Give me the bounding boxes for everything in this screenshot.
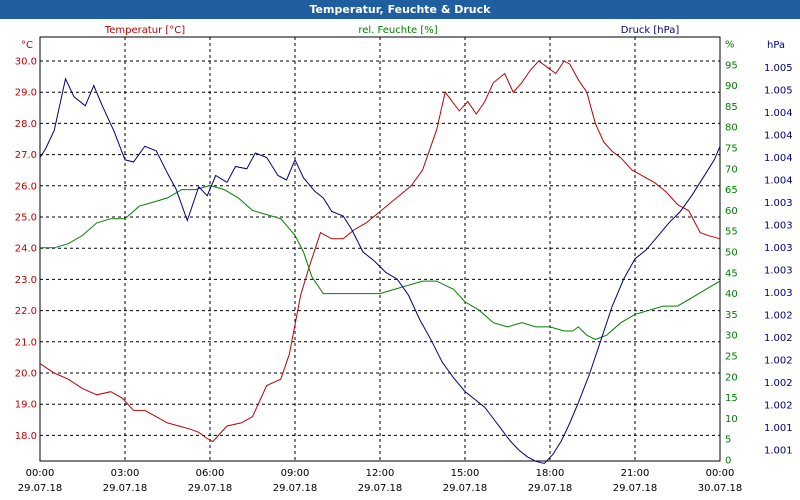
temperature-tick-label: 27.0 — [15, 150, 37, 161]
humidity-tick-label: 35 — [725, 310, 738, 321]
humidity-tick-label: 20 — [725, 372, 738, 383]
x-tick-date: 29.07.18 — [528, 483, 573, 494]
pressure-tick-label: 1.002 — [764, 401, 793, 412]
pressure-tick-label: 1.005 — [764, 86, 793, 97]
pressure-tick-label: 1.003 — [764, 266, 793, 277]
humidity-tick-label: 55 — [725, 227, 738, 238]
x-tick-date: 29.07.18 — [273, 483, 318, 494]
x-tick-time: 09:00 — [281, 468, 310, 479]
series-line-temperature — [39, 60, 721, 443]
pressure-tick-label: 1.004 — [764, 176, 793, 187]
title-bar — [0, 0, 800, 19]
pressure-tick-label: 1.002 — [764, 356, 793, 367]
x-tick-time: 12:00 — [366, 468, 395, 479]
humidity-tick-label: 85 — [725, 102, 738, 113]
x-tick-date: 29.07.18 — [443, 483, 488, 494]
humidity-tick-label: % — [725, 40, 735, 51]
humidity-tick-label: 60 — [725, 206, 738, 217]
pressure-tick-label: 1.003 — [764, 243, 793, 254]
x-tick-date: 29.07.18 — [18, 483, 63, 494]
chart-title: Temperatur, Feuchte & Druck — [309, 3, 491, 16]
pressure-tick-label: 1.002 — [764, 333, 793, 344]
temperature-tick-label: 19.0 — [15, 400, 37, 411]
humidity-tick-label: 75 — [725, 144, 738, 155]
humidity-tick-label: 30 — [725, 331, 738, 342]
pressure-unit-label: hPa — [767, 40, 785, 51]
humidity-tick-label: 40 — [725, 289, 738, 300]
humidity-tick-label: 95 — [725, 60, 738, 71]
x-tick-time: 00:00 — [706, 468, 735, 479]
pressure-tick-label: 1.003 — [764, 288, 793, 299]
pressure-tick-label: 1.001 — [764, 446, 793, 457]
series-line-humidity — [40, 184, 721, 340]
humidity-tick-label: 0 — [725, 456, 731, 467]
temperature-tick-label: 20.0 — [15, 369, 37, 380]
temperature-unit-label: °C — [21, 40, 33, 51]
pressure-tick-label: 1.004 — [764, 153, 793, 164]
temperature-tick-label: 22.0 — [15, 306, 37, 317]
humidity-axis-title: rel. Feuchte [%] — [358, 25, 437, 36]
series-line-pressure — [39, 77, 721, 465]
x-tick-date: 29.07.18 — [613, 483, 658, 494]
x-tick-date: 29.07.18 — [103, 483, 148, 494]
pressure-tick-label: 1.005 — [764, 63, 793, 74]
pressure-tick-label: 1.002 — [764, 311, 793, 322]
pressure-tick-label: 1.002 — [764, 378, 793, 389]
pressure-tick-label: 1.003 — [764, 221, 793, 232]
x-tick-time: 03:00 — [111, 468, 140, 479]
humidity-tick-label: 70 — [725, 164, 738, 175]
humidity-tick-label: 45 — [725, 268, 738, 279]
x-tick-time: 06:00 — [196, 468, 225, 479]
x-tick-time: 00:00 — [26, 468, 55, 479]
temperature-tick-label: 29.0 — [15, 88, 37, 99]
pressure-tick-label: 1.004 — [764, 108, 793, 119]
humidity-tick-label: 10 — [725, 414, 738, 425]
temperature-tick-label: 24.0 — [15, 244, 37, 255]
humidity-tick-label: 50 — [725, 248, 738, 259]
humidity-tick-label: 90 — [725, 81, 738, 92]
x-tick-time: 18:00 — [536, 468, 565, 479]
pressure-tick-label: 1.003 — [764, 198, 793, 209]
humidity-tick-label: 80 — [725, 123, 738, 134]
x-tick-date: 29.07.18 — [188, 483, 233, 494]
humidity-tick-label: 5 — [725, 435, 731, 446]
temperature-tick-label: 25.0 — [15, 213, 37, 224]
pressure-axis-title: Druck [hPa] — [621, 25, 680, 36]
humidity-tick-label: 65 — [725, 185, 738, 196]
temperature-tick-label: 18.0 — [15, 431, 37, 442]
humidity-tick-label: 25 — [725, 352, 738, 363]
pressure-tick-label: 1.004 — [764, 131, 793, 142]
pressure-tick-label: 1.001 — [764, 423, 793, 434]
x-tick-date: 30.07.18 — [698, 483, 743, 494]
temperature-tick-label: 30.0 — [15, 57, 37, 68]
temperature-tick-label: 28.0 — [15, 119, 37, 130]
temperature-tick-label: 21.0 — [15, 337, 37, 348]
temperature-axis-title: Temperatur [°C] — [104, 25, 185, 36]
temperature-tick-label: 26.0 — [15, 181, 37, 192]
temperature-tick-label: 23.0 — [15, 275, 37, 286]
humidity-tick-label: 15 — [725, 393, 738, 404]
x-tick-time: 15:00 — [451, 468, 480, 479]
x-tick-date: 29.07.18 — [358, 483, 403, 494]
x-tick-time: 21:00 — [621, 468, 650, 479]
